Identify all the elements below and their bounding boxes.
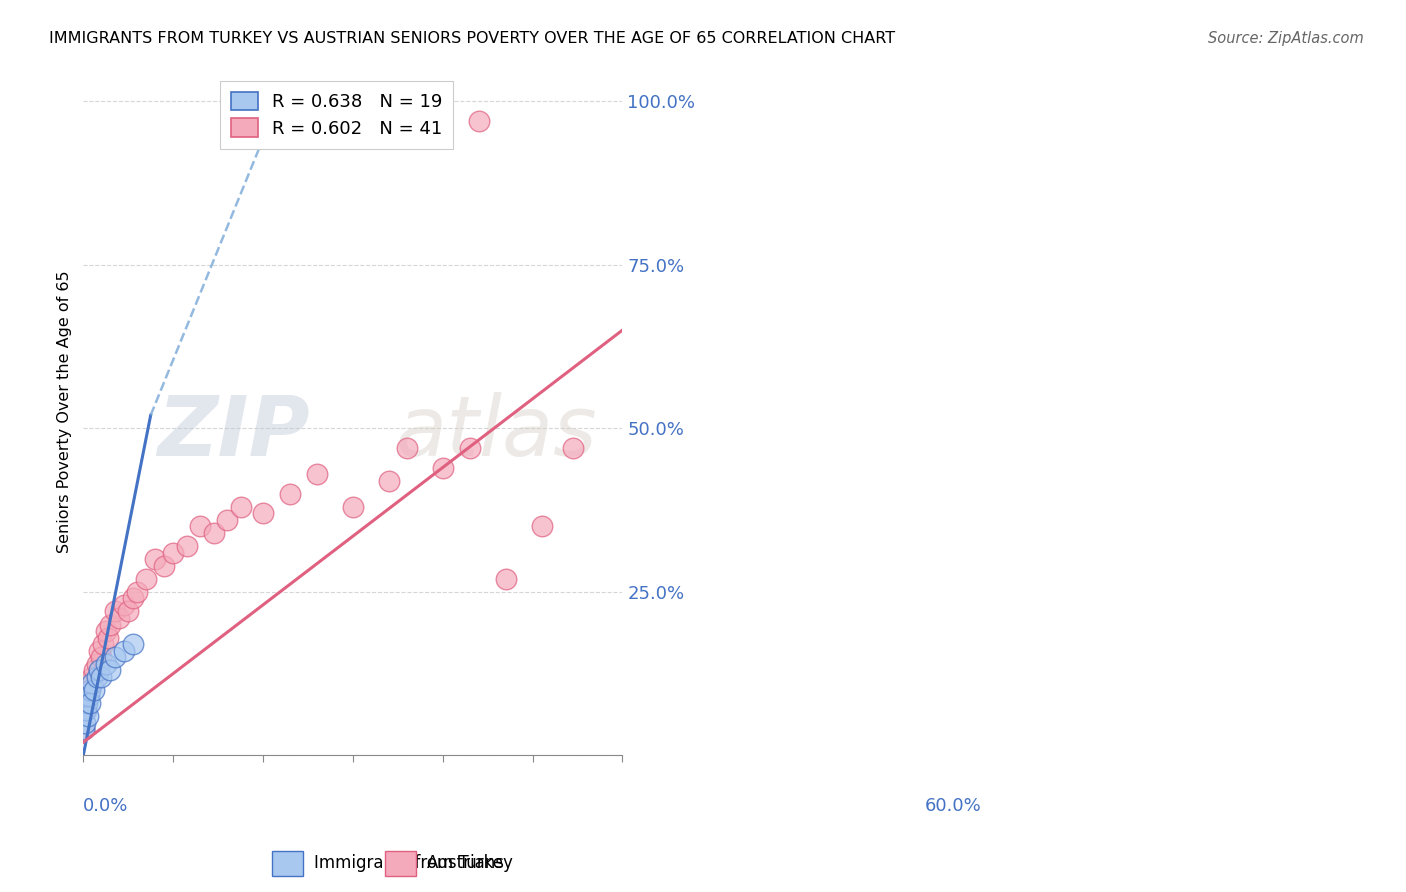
Point bbox=[77, 682, 100, 697]
Text: atlas: atlas bbox=[396, 392, 598, 473]
Point bbox=[432, 460, 454, 475]
Text: 0.0%: 0.0% bbox=[83, 797, 129, 814]
Point bbox=[75, 702, 97, 716]
Text: Immigrants from Turkey: Immigrants from Turkey bbox=[314, 855, 513, 872]
Point bbox=[378, 474, 401, 488]
Point bbox=[188, 519, 211, 533]
Point bbox=[73, 722, 96, 736]
Point bbox=[112, 598, 135, 612]
Point bbox=[94, 657, 117, 671]
Point bbox=[83, 682, 105, 697]
Text: IMMIGRANTS FROM TURKEY VS AUSTRIAN SENIORS POVERTY OVER THE AGE OF 65 CORRELATIO: IMMIGRANTS FROM TURKEY VS AUSTRIAN SENIO… bbox=[49, 31, 896, 46]
Point bbox=[278, 486, 301, 500]
Point bbox=[117, 604, 139, 618]
Point bbox=[90, 670, 112, 684]
Point bbox=[89, 643, 111, 657]
Point bbox=[75, 702, 97, 716]
Point bbox=[104, 604, 127, 618]
Point bbox=[112, 643, 135, 657]
Point bbox=[458, 441, 481, 455]
Point bbox=[127, 584, 149, 599]
Text: ZIP: ZIP bbox=[157, 392, 309, 473]
Point bbox=[305, 467, 328, 481]
Y-axis label: Seniors Poverty Over the Age of 65: Seniors Poverty Over the Age of 65 bbox=[58, 270, 72, 553]
Point bbox=[108, 611, 131, 625]
Point bbox=[562, 441, 585, 455]
Point bbox=[202, 525, 225, 540]
Point bbox=[91, 637, 114, 651]
Point bbox=[495, 572, 517, 586]
Point bbox=[89, 663, 111, 677]
Point bbox=[77, 690, 100, 704]
Point bbox=[104, 650, 127, 665]
Point bbox=[252, 506, 274, 520]
Point bbox=[176, 539, 198, 553]
Point bbox=[76, 696, 98, 710]
Point bbox=[79, 696, 101, 710]
Text: Source: ZipAtlas.com: Source: ZipAtlas.com bbox=[1208, 31, 1364, 46]
Point bbox=[143, 552, 166, 566]
Point bbox=[395, 441, 418, 455]
Point bbox=[121, 591, 143, 606]
Text: 60.0%: 60.0% bbox=[925, 797, 981, 814]
Point bbox=[162, 545, 184, 559]
Point bbox=[82, 676, 104, 690]
Point bbox=[83, 663, 105, 677]
Point bbox=[121, 637, 143, 651]
Point bbox=[94, 624, 117, 638]
Point bbox=[76, 690, 98, 704]
Point bbox=[86, 670, 108, 684]
Point bbox=[76, 709, 98, 723]
Point bbox=[98, 663, 121, 677]
Point bbox=[135, 572, 157, 586]
Point bbox=[97, 631, 120, 645]
Point bbox=[229, 500, 252, 514]
Point bbox=[75, 715, 97, 730]
Point bbox=[79, 682, 101, 697]
Point bbox=[82, 670, 104, 684]
Point bbox=[98, 617, 121, 632]
Point bbox=[79, 676, 101, 690]
Point bbox=[73, 722, 96, 736]
Point bbox=[215, 513, 238, 527]
Point bbox=[153, 558, 176, 573]
Point bbox=[90, 650, 112, 665]
Text: Austrians: Austrians bbox=[427, 855, 505, 872]
Legend: R = 0.638   N = 19, R = 0.602   N = 41: R = 0.638 N = 19, R = 0.602 N = 41 bbox=[219, 81, 454, 149]
Point bbox=[342, 500, 364, 514]
Point bbox=[86, 657, 108, 671]
Point bbox=[260, 113, 283, 128]
Point bbox=[530, 519, 553, 533]
Point bbox=[467, 113, 489, 128]
